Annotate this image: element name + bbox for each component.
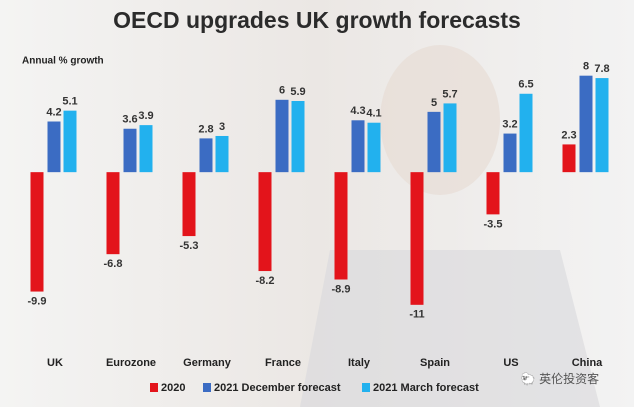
bar	[519, 93, 533, 173]
data-label: 2.8	[198, 123, 213, 135]
bar	[503, 133, 517, 173]
data-label: 5.9	[290, 86, 305, 98]
data-label: -6.8	[104, 258, 123, 270]
bar	[410, 172, 424, 305]
bar	[182, 172, 196, 237]
data-label: -8.2	[256, 275, 275, 287]
x-tick-label: US	[503, 357, 518, 369]
x-tick-label: Spain	[420, 357, 450, 369]
bar	[334, 172, 348, 280]
bar	[291, 101, 305, 173]
x-tick-label: China	[572, 357, 603, 369]
y-axis-label: Annual % growth	[22, 56, 104, 67]
bar	[351, 120, 365, 173]
data-label: 5.7	[442, 88, 457, 100]
bar	[367, 122, 381, 173]
bar	[579, 75, 593, 173]
x-tick-label: France	[265, 357, 301, 369]
data-label: -8.9	[332, 283, 351, 295]
bar	[443, 103, 457, 173]
bar	[47, 121, 61, 173]
bar	[275, 99, 289, 173]
bar	[562, 144, 576, 173]
legend-label: 2021 March forecast	[373, 382, 479, 394]
data-label: 3.2	[502, 118, 517, 130]
legend-swatch	[203, 383, 211, 392]
data-label: -5.3	[180, 240, 199, 252]
data-label: 6.5	[518, 79, 533, 91]
bar	[106, 172, 120, 255]
bar	[30, 172, 44, 292]
x-tick-label: Germany	[183, 357, 232, 369]
legend-label: 2021 December forecast	[214, 382, 341, 394]
bar	[123, 128, 137, 173]
data-label: 7.8	[594, 63, 609, 75]
data-label: 3.6	[122, 114, 137, 126]
data-label: -3.5	[484, 218, 503, 230]
data-label: 3.9	[138, 110, 153, 122]
data-label: 2.3	[561, 129, 576, 141]
data-label: 4.2	[46, 106, 61, 118]
data-label: 3	[219, 121, 225, 133]
bar	[139, 125, 153, 173]
data-label: 6	[279, 85, 285, 97]
chart-title: OECD upgrades UK growth forecasts	[113, 7, 521, 33]
x-tick-label: Italy	[348, 357, 371, 369]
background-shape	[300, 250, 600, 407]
plot-area: -9.9 4.25.1 -6.8 3.6 3.9 -5.3 2.8 3 -8.2 6 5.9 -8.9…	[28, 61, 610, 321]
legend-swatch	[150, 383, 158, 392]
data-label: 8	[583, 61, 589, 73]
bar	[427, 111, 441, 173]
x-tick-label: UK	[47, 357, 63, 369]
bar	[215, 135, 229, 173]
x-tick-label: Eurozone	[106, 357, 156, 369]
bar	[486, 172, 500, 215]
legend-label: 2020	[161, 382, 185, 394]
data-label: 4.3	[350, 105, 365, 117]
data-label: -9.9	[28, 295, 47, 307]
bar	[63, 110, 77, 173]
data-label: 4.1	[366, 108, 381, 120]
legend-swatch	[362, 383, 370, 392]
watermark: 🐑 英伦投资客	[521, 371, 599, 386]
bar	[595, 78, 609, 173]
data-label: 5.1	[62, 96, 77, 108]
bar	[258, 172, 272, 272]
data-label: -11	[409, 309, 424, 321]
legend: 2020 2021 December forecast 2021 March for…	[150, 382, 479, 394]
data-label: 5	[431, 97, 437, 109]
bar	[199, 138, 213, 173]
